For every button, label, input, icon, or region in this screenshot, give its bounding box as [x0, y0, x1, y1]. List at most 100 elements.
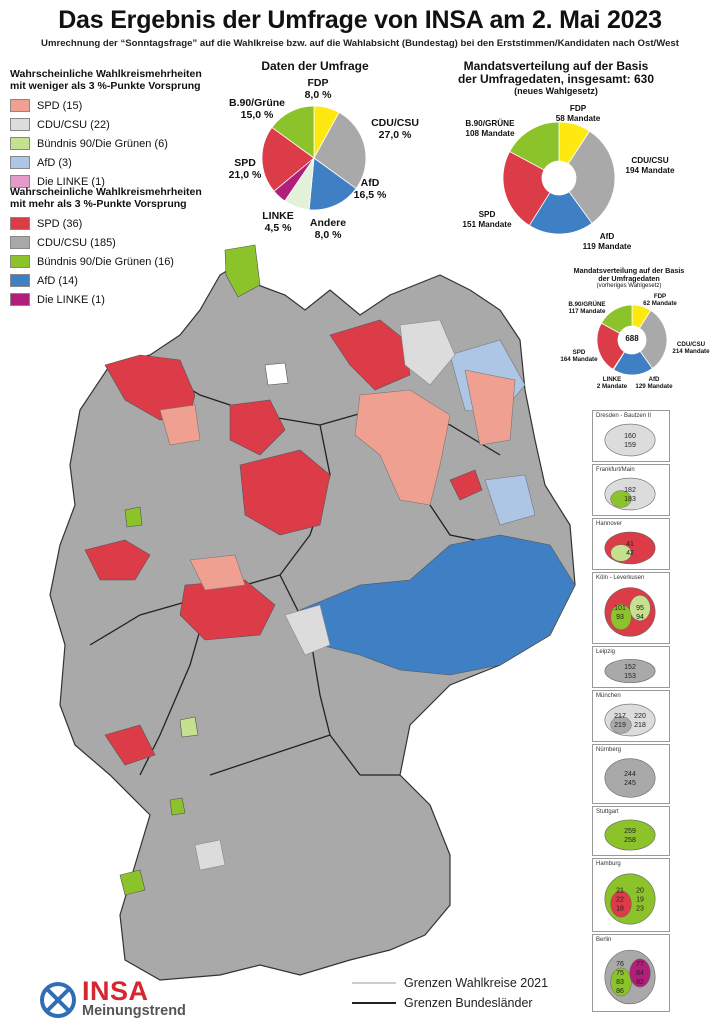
border-legend-lines — [352, 982, 396, 1004]
legend-low-swatch — [10, 118, 30, 131]
inset-wahlkreis-number: 82 — [636, 979, 644, 986]
legend-low-swatch — [10, 99, 30, 112]
inset-dresden-bautzen-ii: Dresden - Bautzen II 160 159 — [592, 410, 670, 462]
inset-wahlkreis-number: 244 — [624, 771, 636, 778]
inset-map: 101 95 93 94 — [604, 587, 656, 637]
inset-map: 21 20 22 19 18 23 — [604, 873, 656, 925]
inset-wahlkreis-number: 259 — [624, 828, 636, 835]
inset-title: München — [596, 693, 621, 699]
pie2-label-cdu: CDU/CSU 194 Mandate — [625, 156, 675, 175]
pie1-label-linke: LINKE 4,5 % — [262, 210, 294, 234]
pie-slice-b-90-gr-ne — [509, 122, 560, 171]
legend-bundeslaender-label: Grenzen Bundesländer — [404, 996, 533, 1010]
inset-subregion — [610, 603, 632, 631]
legend-low-heading-1: Wahrscheinliche Wahlkreismehrheiten — [10, 68, 202, 80]
inset-subregion — [629, 594, 651, 622]
page-subtitle: Umrechnung der “Sonntagsfrage” auf die W… — [41, 38, 679, 49]
region-spd-lower-saxony — [229, 399, 286, 456]
inset-wahlkreis-number: 20 — [636, 888, 644, 895]
inset-title: Dresden - Bautzen II — [596, 413, 652, 419]
region-cdu-light-bavaria — [194, 839, 226, 871]
pie3-label-linke: LINKE 2 Mandate — [596, 376, 628, 390]
legend-low-label: AfD (3) — [37, 156, 72, 169]
inset-wahlkreis-number: 152 — [624, 664, 636, 671]
pie1-label-afd: AfD 16,5 % — [353, 177, 387, 201]
legend-high-swatch — [10, 274, 30, 287]
pie-slice-cdu-csu — [313, 111, 366, 190]
pie3-label-afd: AfD 129 Mandate — [635, 376, 673, 390]
pie-slice-afd — [308, 157, 357, 210]
inset-leipzig: Leipzig 152 153 — [592, 646, 670, 688]
inset-wahlkreis-number: 75 — [616, 970, 624, 977]
inset-map: 217 220 219 218 — [604, 703, 656, 737]
inset-wahlkreis-number: 18 — [616, 906, 624, 913]
legend-low-label: Die LINKE (1) — [37, 175, 105, 188]
inset-wahlkreis-number: 245 — [624, 780, 636, 787]
region-spd-north-2 — [329, 319, 411, 391]
legend-low-swatch — [10, 137, 30, 150]
region-cdu-light-north — [399, 319, 456, 386]
inset-n-rnberg: Nürnberg 244 245 — [592, 744, 670, 804]
region-spd-light-west — [159, 404, 201, 446]
legend-high-swatch — [10, 217, 30, 230]
region-gruene-3 — [119, 869, 146, 896]
poll-chart-title: Daten der Umfrage — [261, 59, 369, 73]
legend-high-label: SPD (36) — [37, 217, 83, 230]
legend-high-margin: Wahrscheinliche Wahlkreismehrheiten mit … — [10, 186, 220, 309]
legend-high-swatch — [10, 293, 30, 306]
inset-region — [604, 819, 656, 851]
legend-low-item: AfD (3) — [10, 153, 220, 172]
legend-high-item: CDU/CSU (185) — [10, 233, 220, 252]
inset-subregion — [610, 967, 632, 997]
region-spd-north — [104, 354, 196, 421]
pie1-label-cdu: CDU/CSU 27,0 % — [371, 117, 419, 141]
pie1-label-andere: Andere 8,0 % — [309, 217, 347, 241]
pie3-label-cdu: CDU/CSU 214 Mandate — [672, 341, 710, 355]
inset-berlin: Berlin 76 77 75 84 83 82 86 — [592, 934, 670, 1012]
inset-wahlkreis-number: 218 — [634, 722, 646, 729]
inset-wahlkreis-number: 258 — [624, 837, 636, 844]
mandate-pie-chart — [503, 122, 615, 234]
legend-low-item: Die LINKE (1) — [10, 172, 220, 191]
inset-title: Hamburg — [596, 861, 621, 867]
inset-wahlkreis-number: 19 — [636, 897, 644, 904]
inset-wahlkreis-number: 22 — [616, 897, 624, 904]
legend-high-label: AfD (14) — [37, 274, 78, 287]
legend-high-items: SPD (36) CDU/CSU (185) Bündnis 90/Die Grün… — [10, 214, 220, 309]
legend-wahlkreise-label: Grenzen Wahlkreise 2021 — [404, 976, 549, 990]
legend-high-item: SPD (36) — [10, 214, 220, 233]
inset-wahlkreis-number: 95 — [636, 605, 644, 612]
legend-low-label: Bündnis 90/Die Grünen (6) — [37, 137, 168, 150]
pie-slice-b-90-gr-ne — [271, 106, 315, 159]
pie1-label-fdp: FDP 8,0 % — [304, 77, 332, 101]
legend-high-swatch — [10, 236, 30, 249]
inset-k-ln-leverkusen: Köln - Leverkusen 101 95 93 94 — [592, 572, 670, 644]
inset-map: 76 77 75 84 83 82 86 — [604, 949, 656, 1005]
inset-wahlkreis-number: 183 — [624, 496, 636, 503]
inset-wahlkreis-number: 159 — [624, 442, 636, 449]
inset-wahlkreis-number: 76 — [616, 961, 624, 968]
inset-wahlkreis-number: 21 — [616, 888, 624, 895]
legend-high-item: Bündnis 90/Die Grünen (16) — [10, 252, 220, 271]
pie-slice-spd — [503, 150, 551, 227]
legend-low-item: Bündnis 90/Die Grünen (6) — [10, 134, 220, 153]
legend-low-heading-2: mit weniger als 3 %-Punkte Vorsprung — [10, 80, 201, 92]
pie3-label-spd: SPD 164 Mandate — [560, 349, 598, 363]
logo-tagline: Meinungstrend — [82, 1003, 186, 1019]
pie-slice-afd — [528, 191, 593, 234]
inset-wahlkreis-number: 77 — [636, 961, 644, 968]
inset-wahlkreis-number: 217 — [614, 713, 626, 720]
region-spd-saar — [104, 724, 156, 766]
inset-wahlkreis-number: 153 — [624, 673, 636, 680]
old-law-pie-chart — [597, 305, 667, 375]
old-law-total: 688 — [625, 334, 639, 343]
inset-wahlkreis-number: 160 — [624, 433, 636, 440]
pie2-label-spd: SPD 151 Mandate — [462, 210, 512, 229]
region-spd-ruhr — [84, 539, 151, 581]
region-gruene-sylt — [224, 244, 261, 298]
legend-high-label: Die LINKE (1) — [37, 293, 105, 306]
pie-slice-b-90-gr-ne — [600, 305, 633, 334]
